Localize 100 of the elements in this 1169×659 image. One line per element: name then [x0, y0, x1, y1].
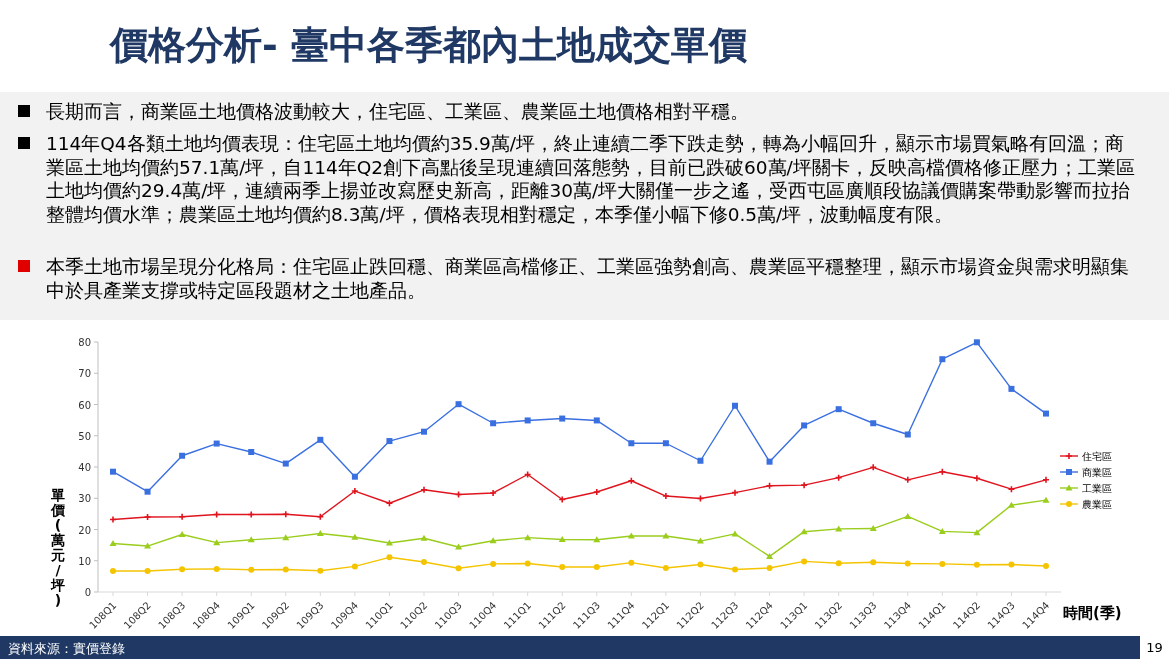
point [904, 431, 911, 438]
point [869, 525, 877, 532]
legend-label: 農業區 [1082, 499, 1112, 510]
text: 長期而言，商業區土地價格波動較大，住宅區、工業區、農業區土地價格相對平穩。 [46, 100, 750, 124]
point [628, 559, 635, 566]
point [732, 566, 738, 573]
point [213, 539, 221, 546]
text: 114年Q4各類土地均價表現：住宅區土地均價約35.9萬/坪，終止連續二季下跌走勢，轉為小幅回升，顯示市場買氣略有回溫；商業區土地均價約57.1萬/坪，自114年Q2創下高點後呈現連續回落態勢，目前已跌破60萬/坪關卡，反映高檔價格修正壓力；工業區土地均價約29.4萬/坪，連續兩季上揚並改寫歷史新高，距離30萬/坪大關僅一步之遙，受西屯區廣順段協議價購案帶動影響而拉抬整體均價水準；農業區土地均價約8.3萬/坪，價格表現相對穩定，本季僅小幅下修0.5萬/坪，波動幅度有限。 [46, 132, 1136, 226]
point [835, 560, 842, 567]
point [593, 417, 600, 424]
y-tick-label: 70 [78, 368, 91, 380]
point [696, 537, 704, 544]
y-tick-label: 40 [78, 462, 91, 473]
point [524, 417, 531, 424]
point [179, 566, 186, 573]
point [1043, 410, 1049, 417]
y-tick-label: 20 [78, 524, 91, 536]
y-tick-label: 10 [78, 555, 91, 567]
point [351, 563, 358, 570]
point [524, 560, 531, 567]
point [386, 438, 393, 445]
point [939, 560, 946, 567]
point [662, 532, 670, 539]
point [282, 460, 289, 467]
point [559, 415, 566, 422]
point [144, 542, 152, 549]
point [213, 565, 220, 572]
point [939, 356, 946, 363]
point [870, 559, 877, 566]
point [1008, 385, 1015, 392]
point [558, 536, 566, 542]
point [144, 568, 151, 575]
point [801, 558, 808, 565]
y-tick-label: 50 [78, 430, 91, 442]
y-tick-label: 60 [78, 399, 91, 411]
point [248, 566, 255, 573]
point [800, 481, 808, 489]
point [351, 487, 359, 495]
point [386, 554, 393, 561]
point [973, 474, 981, 483]
text: 本季土地市場呈現分化格局：住宅區止跌回穩、商業區高檔修正、工業區強勢創高、農業區平穩整理，顯示市場資金與需求明顯集中於具產業支撐或特定區段題材之土地產品。 [46, 255, 1130, 302]
point [455, 401, 462, 408]
point [248, 449, 255, 455]
point [766, 458, 773, 465]
point [351, 473, 358, 480]
point [697, 561, 704, 568]
point [282, 566, 289, 573]
source-note: 資料來源：實價登錄 [8, 640, 125, 658]
point [144, 488, 151, 495]
point [973, 339, 980, 346]
point [179, 452, 186, 459]
point [973, 529, 981, 536]
point [455, 543, 463, 550]
text: 19 [1140, 636, 1169, 659]
point [420, 486, 428, 494]
point [490, 420, 497, 427]
point [281, 510, 290, 518]
point [593, 536, 601, 543]
point [178, 531, 186, 537]
point [490, 560, 497, 567]
point [421, 559, 427, 565]
point [662, 492, 670, 500]
point [904, 512, 912, 519]
y-axis-title: 單價(萬元/坪) [50, 487, 66, 608]
point [110, 568, 116, 575]
point [489, 537, 497, 544]
legend-label: 工業區 [1082, 483, 1112, 494]
point [697, 457, 704, 464]
point [938, 527, 946, 534]
point [110, 468, 116, 475]
point [766, 564, 773, 571]
chart-title: 價格分析- 臺中各季都內土地成交單價 [110, 22, 748, 69]
point [628, 440, 635, 447]
legend-label: 住宅區 [1082, 451, 1112, 462]
point [455, 565, 462, 572]
point [213, 440, 220, 447]
point [1043, 563, 1049, 570]
point [870, 420, 877, 427]
point [904, 560, 911, 567]
y-tick-label: 30 [78, 493, 91, 505]
point [903, 476, 912, 484]
point [317, 436, 324, 443]
point [662, 440, 669, 447]
point [627, 532, 635, 539]
point [282, 534, 290, 541]
point [593, 564, 600, 570]
point [1008, 561, 1015, 568]
point [835, 406, 842, 413]
point [801, 422, 808, 429]
point [592, 488, 601, 496]
point [662, 564, 669, 571]
point [732, 402, 738, 409]
y-tick-label: 80 [78, 337, 91, 348]
point [559, 564, 566, 570]
x-axis-title: 時間(季) [1063, 604, 1122, 622]
point [351, 533, 359, 540]
point [317, 567, 324, 574]
y-tick-label: 0 [84, 587, 91, 598]
point [766, 552, 774, 559]
point [421, 428, 427, 435]
